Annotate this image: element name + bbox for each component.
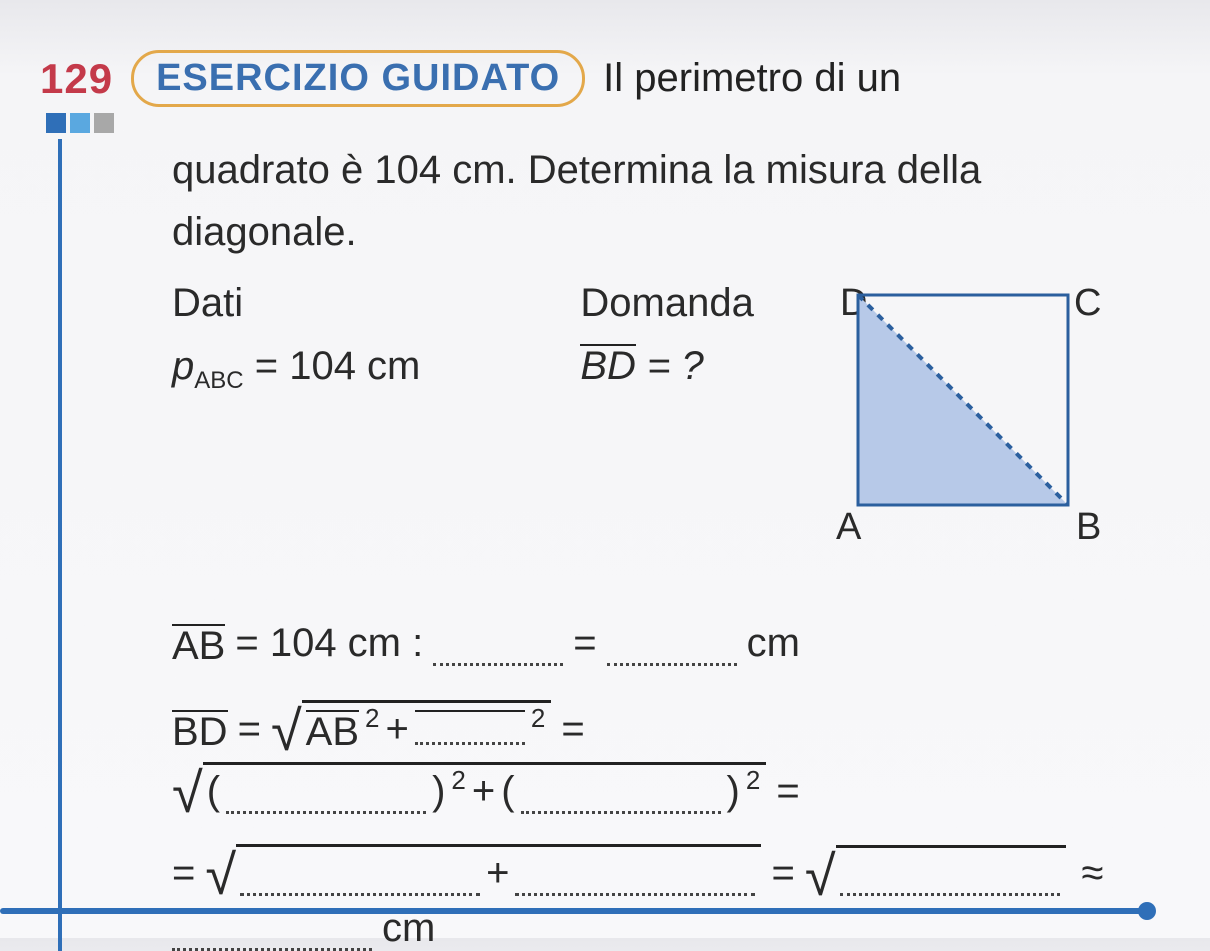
exercise-body: quadrato è 104 cm. Determina la misura d… <box>58 139 1150 951</box>
work-line-cont: = √ + = √ ≈ cm <box>172 844 1150 951</box>
equals: = <box>573 621 596 666</box>
p-symbol: p <box>172 344 194 388</box>
dati-column: Dati pABC = 104 cm <box>172 281 420 395</box>
vertex-c: C <box>1074 282 1101 324</box>
work-line-bd: BD = √ AB2 + 2 = √ ( )2 + ( )2 = <box>172 700 1150 814</box>
plus: + <box>472 769 495 814</box>
sqrt-3: √ + <box>205 844 761 896</box>
segment-bd: BD <box>172 710 228 752</box>
radical-icon: √ <box>805 851 836 902</box>
intro-rest: quadrato è 104 cm. Determina la misura d… <box>172 139 1150 263</box>
sqrt-1: √ AB2 + 2 <box>271 700 551 752</box>
intro-line-1: Il perimetro di un <box>603 56 901 101</box>
plus: + <box>486 851 509 896</box>
equals: = <box>776 769 799 814</box>
lparen: ( <box>207 769 220 814</box>
blank <box>226 770 426 814</box>
square-icon <box>46 113 66 133</box>
exercise-badge: ESERCIZIO GUIDATO <box>131 50 585 107</box>
radicand-2: ( )2 + ( )2 <box>203 762 767 814</box>
blank <box>415 713 525 745</box>
rparen: ) <box>432 769 445 814</box>
equals: = <box>561 707 584 752</box>
radical-icon: √ <box>172 768 203 820</box>
blank <box>240 852 480 896</box>
sqrt-2: √ ( )2 + ( )2 <box>172 762 766 814</box>
ab-eq-text: = 104 cm : <box>235 621 423 666</box>
radicand-1: AB2 + 2 <box>302 700 552 752</box>
footer-dot-icon <box>1138 902 1156 920</box>
footer-rule <box>0 908 1150 914</box>
lparen: ( <box>501 769 514 814</box>
sqrt-4: √ <box>805 845 1066 896</box>
exponent-2: 2 <box>531 703 545 734</box>
square-diagram: D C A B <box>810 281 1110 556</box>
radicand-3: + <box>236 844 761 896</box>
blank <box>433 622 563 666</box>
segment-bd: BD <box>580 344 636 386</box>
radical-icon: √ <box>271 706 302 758</box>
vertex-b: B <box>1076 506 1101 548</box>
blank <box>521 770 721 814</box>
rparen: ) <box>727 769 740 814</box>
difficulty-squares <box>46 113 1150 133</box>
dati-value: pABC = 104 cm <box>172 344 420 395</box>
square-icon <box>94 113 114 133</box>
vertex-a: A <box>836 506 862 548</box>
approx: ≈ <box>1082 851 1104 896</box>
exercise-number: 129 <box>40 55 113 103</box>
exponent-2: 2 <box>451 765 465 796</box>
square-icon <box>70 113 90 133</box>
exponent-2: 2 <box>365 703 379 734</box>
equals: = <box>172 851 195 896</box>
dati-heading: Dati <box>172 281 420 326</box>
segment-ab: AB <box>306 710 359 752</box>
radicand-4 <box>836 845 1066 896</box>
p-subscript: ABC <box>194 367 243 394</box>
radical-icon: √ <box>205 850 236 902</box>
blank <box>607 622 737 666</box>
segment-ab: AB <box>172 624 225 666</box>
equals: = <box>771 851 794 896</box>
segment-blank <box>415 710 525 752</box>
domanda-column: Domanda BD = ? <box>580 281 753 389</box>
p-value: = 104 cm <box>244 344 421 388</box>
blank <box>515 852 755 896</box>
work-line-ab: AB = 104 cm : = cm <box>172 621 1150 666</box>
exponent-2: 2 <box>746 765 760 796</box>
domanda-heading: Domanda <box>580 281 753 326</box>
unit-cm: cm <box>747 621 800 666</box>
blank <box>840 852 1060 896</box>
domanda-value: BD = ? <box>580 344 753 389</box>
domanda-eq: = ? <box>636 344 704 388</box>
plus: + <box>386 707 409 752</box>
equals: = <box>238 707 261 752</box>
